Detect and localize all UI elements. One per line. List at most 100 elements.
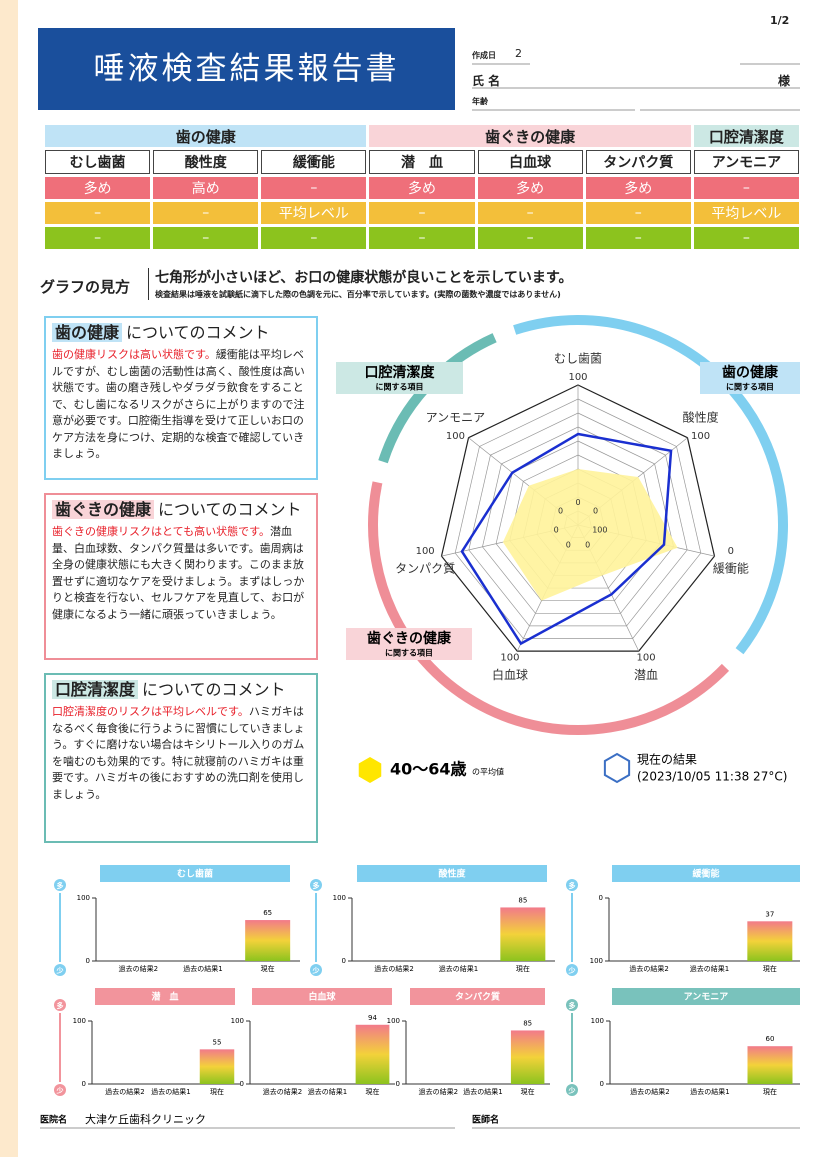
scale-dot <box>566 879 578 891</box>
y-tick-label: 0 <box>600 1080 604 1088</box>
scale-dot <box>310 879 322 891</box>
scale-high: 多 <box>313 881 320 890</box>
x-tick-label: 過去の結果2 <box>263 1087 302 1096</box>
radar-line <box>460 432 673 646</box>
scale-high: 多 <box>57 881 64 890</box>
comment-heading: 歯の健康 についてのコメント <box>52 322 310 344</box>
value-label: 85 <box>523 1019 532 1027</box>
y-tick-label: 0 <box>396 1080 400 1088</box>
chart-title-box <box>252 988 392 1005</box>
value-label: 55 <box>213 1038 222 1046</box>
radar-ring <box>454 398 702 639</box>
guide-label: グラフの見方 <box>40 278 131 296</box>
value-label: 85 <box>518 896 527 904</box>
ring-label-sub: に関する項目 <box>726 382 774 392</box>
scale-dot <box>54 879 66 891</box>
comment-heading: 口腔清潔度 についてのコメント <box>52 679 310 701</box>
y-tick-label: 0 <box>82 1080 86 1088</box>
result-cell: – <box>153 227 259 249</box>
axis-outer-label: 0 <box>728 546 734 557</box>
axis-label: むし歯菌 <box>554 352 602 366</box>
ring-label-title: 口腔清潔度 <box>365 364 436 381</box>
guide-sub: 検査結果は唾液を試験紙に滴下した際の色調を元に、百分率で示しています。(実際の菌… <box>155 290 561 299</box>
scale-high: 多 <box>569 881 576 890</box>
comment-text: 潜血量、白血球数、タンパク質量は多いです。歯周病は全身の健康状態にも大きく関わり… <box>52 525 305 621</box>
ring-label-box <box>700 362 800 394</box>
scale-low: 少 <box>56 1086 64 1095</box>
axis-center-label: 0 <box>566 541 571 550</box>
comment-title: 歯ぐきの健康 <box>52 500 155 519</box>
comment-text: ハミガキはなるべく毎食後に行うように習慣にしていきましょう。すぐに磨けない場合は… <box>52 705 305 801</box>
report-title: 唾液検査結果報告書 <box>93 51 400 87</box>
title-box <box>38 28 455 110</box>
scale-low: 少 <box>568 966 576 975</box>
bar <box>500 907 546 961</box>
x-tick-label: 過去の結果1 <box>690 964 729 973</box>
chart-title: 潜 血 <box>151 991 178 1003</box>
ring-label-sub: に関する項目 <box>376 382 424 392</box>
x-tick-label: 現在 <box>763 964 777 973</box>
comment-highlight: 歯ぐきの健康リスクはとても高い状態です。 <box>52 525 271 538</box>
x-tick-label: 現在 <box>763 1087 777 1096</box>
result-cell: 平均レベル <box>261 202 367 224</box>
scale-dot <box>54 999 66 1011</box>
y-tick-label: 100 <box>77 894 90 902</box>
chart-title: 酸性度 <box>438 868 466 880</box>
result-row: 多め 高め – 多め 多め 多め – <box>45 177 799 199</box>
x-tick-label: 現在 <box>521 1087 535 1096</box>
x-tick-label: 過去の結果2 <box>630 1087 669 1096</box>
result-cell: – <box>693 227 799 249</box>
result-table: 歯の健康 歯ぐきの健康 口腔清潔度 むし歯菌 酸性度 緩衝能潜 血白血球 タンパク質 アンモニ… <box>42 122 802 252</box>
y-tick-label: 100 <box>591 1017 604 1025</box>
comment-text: 緩衝能は平均レベルですが、むし歯菌の活動性は高く、酸性度は高い状態です。歯の磨き… <box>52 348 305 460</box>
group-header: 口腔清潔度 <box>693 125 799 147</box>
chart-title-box <box>410 988 545 1005</box>
result-cell: 多め <box>477 177 583 199</box>
comment-highlight: 歯の健康リスクは高い状態です。 <box>52 348 216 361</box>
comment-title: 口腔清潔度 <box>52 680 139 699</box>
result-cell: – <box>261 227 367 249</box>
created-label: 作成日 <box>472 51 496 60</box>
bar <box>355 1024 390 1084</box>
comment-body: 口腔清潔度のリスクは平均レベルです。ハミガキはなるべく毎食後に行うように習慣にし… <box>52 704 310 803</box>
bar <box>747 921 793 961</box>
axis-label: 潜血 <box>634 668 658 682</box>
column-row: むし歯菌 酸性度 緩衝能潜 血白血球 タンパク質 アンモニア <box>45 150 799 174</box>
axis-center-label: 0 <box>558 507 563 516</box>
x-tick-label: 過去の結果2 <box>629 964 668 973</box>
comment-box: 歯の健康 についてのコメント歯の健康リスクは高い状態です。緩衝能は平均レベルですが… <box>44 316 318 480</box>
y-tick-label: 100 <box>590 957 603 965</box>
column-header: 潜 血 <box>369 150 475 174</box>
ring-label-title: 歯の健康 <box>722 364 779 381</box>
value-label: 60 <box>766 1035 775 1043</box>
scale-dot <box>566 964 578 976</box>
x-tick-label: 現在 <box>366 1087 380 1096</box>
result-cell: 多め <box>45 177 151 199</box>
result-cell: – <box>369 227 475 249</box>
axis-outer-label: 100 <box>416 546 435 557</box>
result-cell: – <box>153 202 259 224</box>
result-cell: – <box>477 227 583 249</box>
x-tick-label: 現在 <box>516 964 530 973</box>
y-tick-label: 100 <box>333 894 346 902</box>
result-cell: 多め <box>585 177 691 199</box>
axis-center-label: 0 <box>554 525 559 534</box>
x-tick-label: 過去の結果1 <box>183 964 222 973</box>
created-value: 2 <box>515 47 522 60</box>
bar <box>747 1046 793 1084</box>
x-tick-label: 現在 <box>261 964 275 973</box>
x-tick-label: 過去の結果1 <box>463 1087 502 1096</box>
y-tick-label: 0 <box>240 1080 244 1088</box>
x-tick-label: 現在 <box>210 1087 224 1096</box>
result-cell: – <box>261 177 367 199</box>
x-tick-label: 過去の結果2 <box>105 1087 144 1096</box>
doctor-label: 医師名 <box>472 1114 499 1126</box>
axis-outer-label: 100 <box>691 431 710 442</box>
group-row: 歯の健康 歯ぐきの健康 口腔清潔度 <box>45 125 799 147</box>
x-tick-label: 過去の結果1 <box>439 964 478 973</box>
result-cell: – <box>45 202 151 224</box>
value-label: 65 <box>263 909 272 917</box>
chart-title-box <box>612 865 800 882</box>
clinic-label: 医院名 <box>40 1114 67 1126</box>
scale-dot <box>54 1084 66 1096</box>
